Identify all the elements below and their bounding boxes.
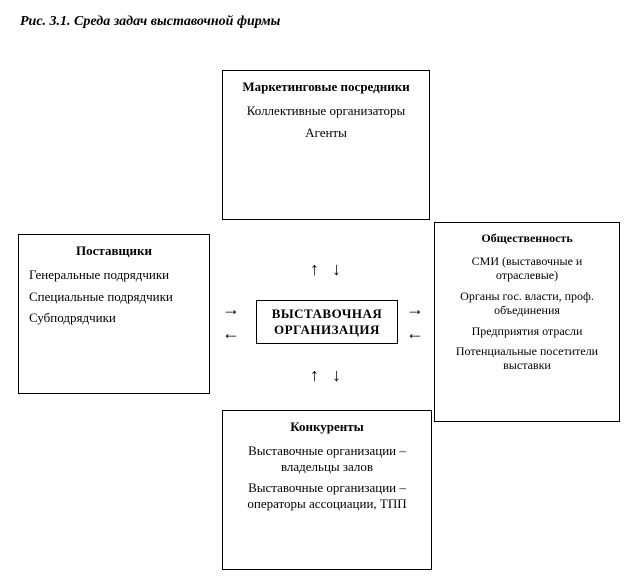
node-item: Специальные подрядчики (25, 289, 203, 305)
node-title: Конкуренты (229, 419, 425, 435)
node-title: Поставщики (25, 243, 203, 259)
node-top: Маркетинговые посредники Коллективные орг… (222, 70, 430, 220)
node-item: Генеральные подрядчики (25, 267, 203, 283)
arrow-→: → (222, 300, 240, 318)
node-item: Предприятия отрасли (441, 324, 613, 338)
node-item: Выставочные организации – операторы ассо… (229, 480, 425, 511)
node-item: Агенты (229, 125, 423, 141)
arrow-↑: ↑ (310, 366, 319, 384)
node-item: Субподрядчики (25, 310, 203, 326)
arrow-↓: ↓ (332, 366, 341, 384)
arrow-→: → (406, 300, 424, 318)
node-title: Маркетинговые посредники (229, 79, 423, 95)
node-item: СМИ (выставочные и отраслевые) (441, 254, 613, 283)
node-item: Потенциальные посетители выставки (441, 344, 613, 373)
arrow-←: ← (406, 324, 424, 342)
node-item: Органы гос. власти, проф. объединения (441, 289, 613, 318)
center-line: ВЫСТАВОЧНАЯ (272, 306, 383, 322)
center-line: ОРГАНИЗАЦИЯ (274, 322, 380, 338)
node-bottom: Конкуренты Выставочные организации – влад… (222, 410, 432, 570)
arrow-←: ← (222, 324, 240, 342)
node-item: Коллективные организаторы (229, 103, 423, 119)
node-item: Выставочные организации – владельцы зало… (229, 443, 425, 474)
arrow-↑: ↑ (310, 260, 319, 278)
arrow-↓: ↓ (332, 260, 341, 278)
node-title: Общественность (441, 231, 613, 246)
figure-caption: Рис. 3.1. Среда задач выставочной фирмы (20, 14, 280, 30)
node-left: Поставщики Генеральные подрядчики Специаль… (18, 234, 210, 394)
node-right: Общественность СМИ (выставочные и отрасле… (434, 222, 620, 422)
center-node: ВЫСТАВОЧНАЯОРГАНИЗАЦИЯ (256, 300, 398, 344)
